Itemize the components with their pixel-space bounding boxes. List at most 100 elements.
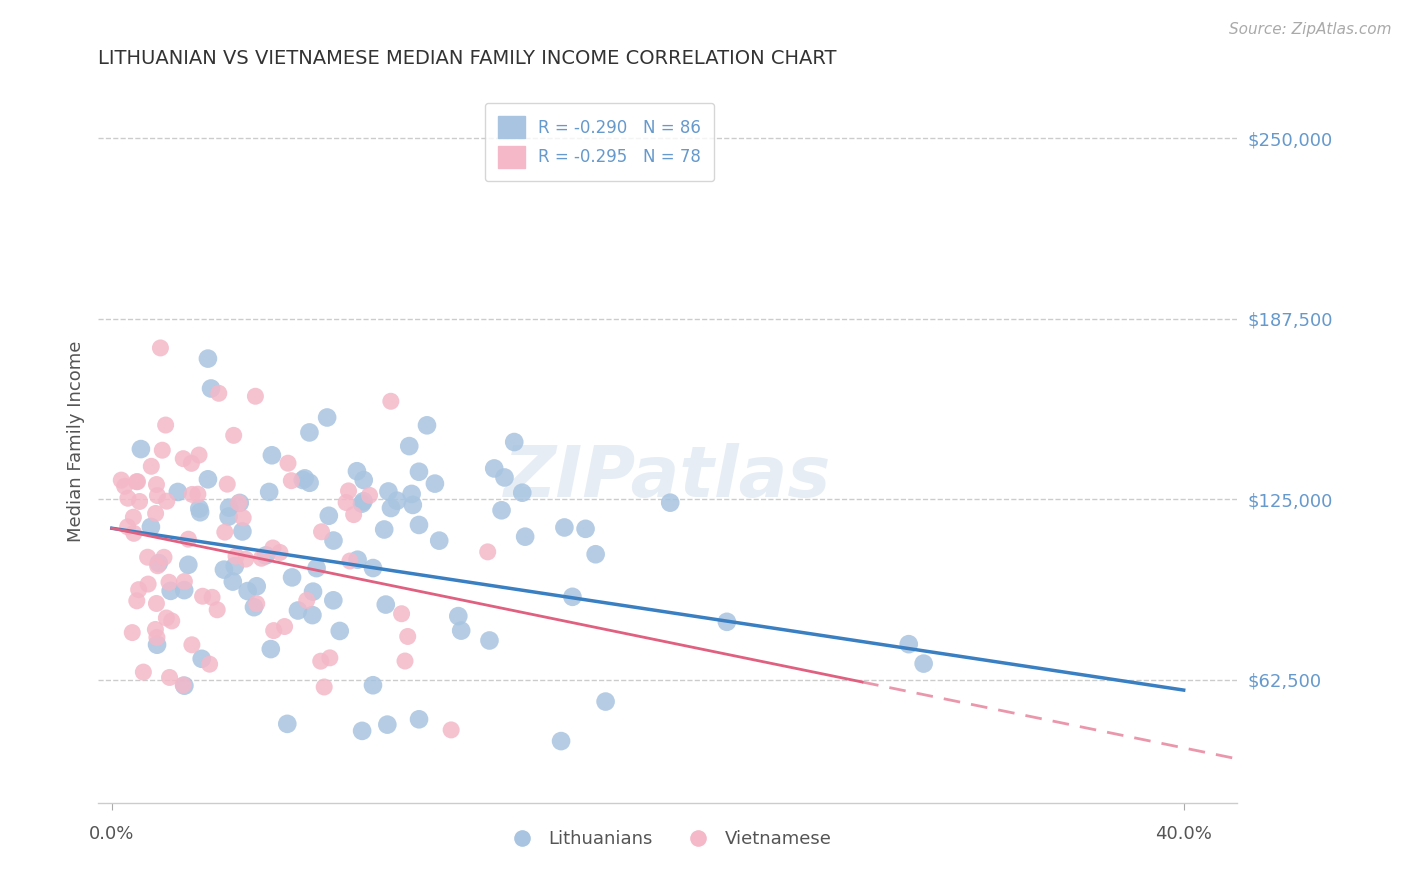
Point <box>595 695 617 709</box>
Point <box>298 475 321 490</box>
Point <box>494 470 516 484</box>
Point <box>550 734 572 748</box>
Point <box>298 425 321 440</box>
Point <box>243 600 266 615</box>
Point <box>416 418 439 433</box>
Point <box>322 533 344 548</box>
Point <box>177 532 200 546</box>
Point <box>150 443 173 458</box>
Point <box>229 496 252 510</box>
Point <box>218 500 240 515</box>
Point <box>197 472 219 486</box>
Point <box>172 451 194 466</box>
Point <box>477 545 499 559</box>
Point <box>374 598 396 612</box>
Point <box>129 442 152 456</box>
Point <box>128 494 150 508</box>
Point <box>188 501 211 516</box>
Point <box>353 473 375 487</box>
Point <box>280 474 302 488</box>
Point <box>225 549 247 564</box>
Point <box>159 583 181 598</box>
Point <box>172 678 194 692</box>
Point <box>659 496 682 510</box>
Point <box>263 624 285 638</box>
Point <box>250 551 273 566</box>
Point <box>276 717 298 731</box>
Point <box>145 597 167 611</box>
Point <box>396 630 419 644</box>
Point <box>309 654 332 668</box>
Point <box>353 494 375 508</box>
Point <box>491 503 513 517</box>
Point <box>156 494 179 508</box>
Point <box>128 582 150 597</box>
Point <box>339 554 361 568</box>
Point <box>377 484 399 499</box>
Point <box>122 510 145 524</box>
Point <box>146 558 169 573</box>
Point <box>484 461 506 475</box>
Point <box>510 485 533 500</box>
Point <box>146 489 169 503</box>
Point <box>159 670 181 684</box>
Point <box>136 550 159 565</box>
Point <box>273 619 295 633</box>
Point <box>117 491 139 506</box>
Point <box>291 473 314 487</box>
Point <box>352 723 374 738</box>
Point <box>200 382 222 396</box>
Point <box>155 611 177 625</box>
Point <box>122 526 145 541</box>
Point <box>180 456 202 470</box>
Point <box>423 476 446 491</box>
Point <box>188 505 211 519</box>
Point <box>427 533 450 548</box>
Point <box>157 575 180 590</box>
Point <box>260 642 283 657</box>
Point <box>350 497 373 511</box>
Point <box>246 597 269 611</box>
Point <box>897 637 920 651</box>
Point <box>401 487 423 501</box>
Point <box>380 501 402 516</box>
Point <box>361 678 384 692</box>
Point <box>139 520 162 534</box>
Point <box>145 477 167 491</box>
Point <box>394 654 416 668</box>
Point <box>146 638 169 652</box>
Point <box>346 464 368 478</box>
Point <box>447 609 470 624</box>
Point <box>375 717 398 731</box>
Point <box>166 485 188 500</box>
Point <box>153 550 176 565</box>
Point <box>155 418 177 433</box>
Point <box>314 680 336 694</box>
Point <box>146 631 169 645</box>
Point <box>316 410 339 425</box>
Point <box>450 624 472 638</box>
Point <box>198 657 221 672</box>
Point <box>574 522 596 536</box>
Point <box>181 487 204 501</box>
Point <box>301 608 323 623</box>
Legend: Lithuanians, Vietnamese: Lithuanians, Vietnamese <box>496 822 839 855</box>
Point <box>148 556 170 570</box>
Point <box>440 723 463 737</box>
Point <box>503 435 526 450</box>
Point <box>177 558 200 572</box>
Point <box>254 549 277 563</box>
Point <box>478 633 501 648</box>
Point <box>302 584 325 599</box>
Point <box>149 341 172 355</box>
Point <box>281 570 304 584</box>
Point <box>346 552 368 566</box>
Point <box>277 456 299 470</box>
Point <box>385 493 408 508</box>
Point <box>380 394 402 409</box>
Point <box>287 603 309 617</box>
Point <box>217 477 239 491</box>
Point <box>269 545 291 559</box>
Text: 0.0%: 0.0% <box>89 825 135 843</box>
Point <box>246 579 269 593</box>
